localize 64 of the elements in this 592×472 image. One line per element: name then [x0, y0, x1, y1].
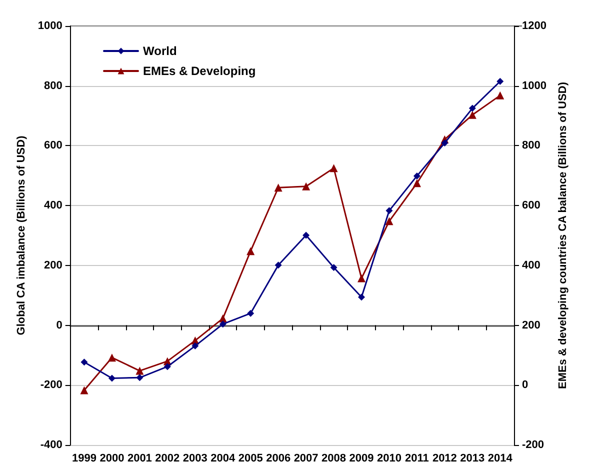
legend-label: EMEs & Developing: [143, 64, 256, 78]
y2-tick-label: 400: [522, 259, 540, 272]
y-tick-label: -200: [40, 379, 62, 392]
point: [80, 386, 88, 394]
point: [80, 358, 88, 366]
y2-tick-label: 800: [522, 140, 540, 152]
point: [302, 232, 310, 239]
point: [358, 294, 365, 301]
point: [274, 262, 282, 269]
point: [136, 366, 144, 375]
point: [192, 342, 199, 350]
point: [496, 78, 504, 85]
point: [468, 110, 476, 119]
y2-tick-label: 1200: [522, 20, 546, 32]
x-tick-label: 2005: [238, 452, 263, 464]
y-tick-label: 200: [44, 259, 62, 272]
point: [246, 247, 255, 256]
point: [441, 140, 448, 147]
point: [108, 374, 116, 382]
y-tick-label: -400: [40, 439, 62, 451]
y-tick-label: 1000: [38, 20, 62, 32]
x-tick-label: 2014: [488, 452, 514, 464]
y2-tick-label: 0: [522, 379, 528, 392]
x-tick-label: 2011: [405, 452, 429, 464]
point: [412, 179, 421, 188]
point: [108, 354, 116, 362]
x-tick-label: 2002: [155, 452, 180, 464]
y2-tick-label: 600: [522, 200, 540, 212]
y2-tick-label: 200: [522, 319, 540, 332]
x-tick-label: 2012: [432, 452, 457, 464]
point: [330, 264, 338, 272]
x-tick-label: 2007: [294, 452, 318, 464]
point: [136, 374, 144, 382]
point: [274, 184, 282, 192]
legend-label: World: [143, 44, 177, 58]
x-tick-label: 2010: [376, 452, 402, 464]
x-tick-label: 2008: [322, 452, 346, 464]
y-tick-label: 0: [56, 319, 62, 332]
y-tick-label: 400: [44, 200, 62, 212]
point: [386, 207, 393, 214]
point: [219, 320, 226, 328]
point: [385, 217, 394, 226]
x-tick-label: 1999: [72, 452, 96, 464]
x-tick-label: 2001: [127, 452, 152, 464]
x-tick-label: 2006: [266, 452, 291, 464]
y2-tick-label: 1000: [522, 80, 546, 92]
y2-axis-title: EMEs & developing countries CA balance (Billions of USD): [556, 82, 569, 390]
point: [247, 310, 254, 317]
point: [330, 164, 338, 172]
point: [164, 363, 171, 370]
y2-tick-label: -200: [522, 439, 544, 451]
x-tick-label: 2000: [100, 452, 124, 464]
point: [302, 182, 310, 190]
y-axis-title: Global CA imbalance (Billions of USD): [16, 135, 28, 336]
point: [413, 172, 420, 180]
x-tick-label: 2004: [210, 452, 236, 464]
point: [496, 91, 504, 100]
x-tick-label: 2003: [182, 452, 208, 464]
y-tick-label: 800: [44, 80, 62, 92]
y-tick-label: 600: [44, 140, 62, 152]
point: [358, 274, 366, 282]
x-tick-label: 2009: [349, 452, 374, 464]
x-tick-label: 2013: [460, 452, 485, 464]
point: [468, 104, 476, 112]
